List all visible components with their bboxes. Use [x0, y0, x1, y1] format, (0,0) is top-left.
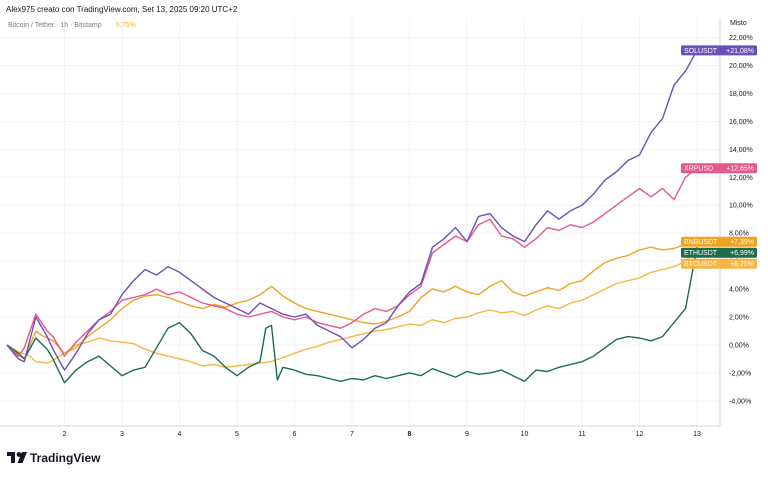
series-lines: [6, 50, 698, 384]
last-value-tag-value: +7,39%: [730, 239, 754, 246]
last-value-tag-background: [681, 258, 757, 269]
last-value-tag-background: [681, 236, 757, 247]
last-value-tags: SOLUSDT +21,08% XRPUSD +12,65% BNBUSDT +7,39%…: [681, 45, 757, 269]
tradingview-logo-icon: [7, 452, 27, 463]
y-tick-label: -4,00%: [729, 398, 751, 405]
x-tick-label: 9: [465, 431, 469, 438]
series-line-bnbusdt: [6, 241, 698, 360]
symbol-title[interactable]: Bitcoin / Tether · 1h · Bitstamp: [8, 22, 102, 29]
x-tick-label: 11: [578, 431, 585, 438]
last-value-tag-name: BTCUSDT: [684, 261, 718, 268]
x-tick-label: 5: [235, 431, 239, 438]
y-tick-label: 8,00%: [729, 231, 749, 238]
x-tick-label: 4: [178, 431, 182, 438]
y-tick-label: 12,00%: [729, 175, 753, 182]
tradingview-logo[interactable]: TradingView: [7, 451, 101, 465]
last-value-tag-btcusdt: BTCUSDT +6,75%: [681, 258, 757, 269]
x-tick-label: 7: [350, 431, 354, 438]
creator-caption: Alex975 creato con TradingView.com, Set …: [6, 5, 238, 14]
series-line-solusdt: [6, 50, 698, 371]
last-value-tag-ethusdt: ETHUSDT +6,99%: [681, 247, 757, 258]
y-tick-label: 22,00%: [729, 35, 753, 42]
y-tick-label: 2,00%: [729, 315, 749, 322]
y-tick-label: 4,00%: [729, 287, 749, 294]
last-value-tag-background: [681, 247, 757, 258]
y-tick-label: 14,00%: [729, 147, 753, 154]
last-value-tag-xrpusd: XRPUSD +12,65%: [681, 163, 757, 174]
last-value-tag-solusdt: SOLUSDT +21,08%: [681, 45, 757, 56]
last-value-tag-name: SOLUSDT: [684, 48, 718, 55]
y-tick-label: -2,00%: [729, 370, 751, 377]
last-value-tag-name: BNBUSDT: [684, 239, 718, 246]
last-value-tag-background: [681, 45, 757, 56]
last-value-tag-background: [681, 163, 757, 174]
last-value-tag-bnbusdt: BNBUSDT +7,39%: [681, 236, 757, 247]
y-tick-label: 18,00%: [729, 91, 753, 98]
series-line-xrpusd: [6, 167, 698, 357]
scale-mode-label[interactable]: Misto: [730, 20, 747, 27]
last-value-tag-name: XRPUSD: [684, 166, 713, 173]
x-tick-label: 6: [293, 431, 297, 438]
x-tick-label: 13: [693, 431, 701, 438]
y-tick-label: 0,00%: [729, 342, 749, 349]
time-scale[interactable]: 2 3 4 5 6 7 8 9 10 11 12 13: [0, 425, 720, 438]
y-tick-label: 10,00%: [729, 203, 753, 210]
x-tick-label: 12: [636, 431, 644, 438]
x-tick-label: 3: [120, 431, 124, 438]
y-tick-label: 20,00%: [729, 63, 753, 70]
tradingview-logo-text: TradingView: [30, 451, 101, 465]
last-value-tag-name: ETHUSDT: [684, 250, 718, 257]
series-line-ethusdt: [6, 247, 698, 384]
last-value-tag-value: +21,08%: [726, 48, 754, 55]
symbol-legend[interactable]: Bitcoin / Tether · 1h · Bitstamp 6,75%: [8, 22, 136, 29]
y-tick-label: 16,00%: [729, 119, 753, 126]
x-tick-label: 2: [63, 431, 67, 438]
x-tick-label: 10: [521, 431, 529, 438]
series-line-btcusdt: [6, 250, 698, 368]
last-value-tag-value: +6,75%: [730, 261, 754, 268]
x-tick-label: 8: [408, 431, 412, 438]
grid: [0, 18, 720, 426]
price-scale[interactable]: Misto 22,00% 20,00% 18,00% 16,00% 14,00% 12,0…: [719, 18, 753, 426]
last-value-tag-value: +6,99%: [730, 250, 754, 257]
last-value-tag-value: +12,65%: [726, 166, 754, 173]
symbol-change-value: 6,75%: [116, 22, 136, 29]
